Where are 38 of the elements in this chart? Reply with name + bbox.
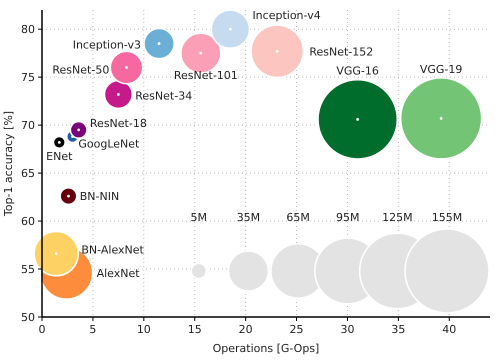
x-tick-label: 35 xyxy=(391,323,406,336)
series-label: GoogLeNet xyxy=(78,138,140,151)
x-axis-title: Operations [G-Ops] xyxy=(212,342,320,355)
series-label: VGG-16 xyxy=(336,64,379,78)
legend-label: 5M xyxy=(190,210,208,224)
y-tick-label: 75 xyxy=(21,71,35,84)
series-label: ResNet-50 xyxy=(52,64,110,77)
y-tick-label: 80 xyxy=(21,23,35,36)
legend-label: 155M xyxy=(432,210,462,224)
legend-label: 65M xyxy=(286,210,310,224)
series-label: VGG-19 xyxy=(420,62,462,76)
x-tick-label: 0 xyxy=(38,323,46,336)
series-label: ResNet-18 xyxy=(90,116,147,130)
y-tick-label: 60 xyxy=(21,215,35,228)
y-tick-label: 65 xyxy=(21,167,35,180)
y-axis-title: Top-1 accuracy [%] xyxy=(2,110,15,218)
series-label: AlexNet xyxy=(96,266,140,280)
x-tick-label: 20 xyxy=(238,323,253,336)
x-tick-label: 5 xyxy=(89,323,96,336)
legend-label: 35M xyxy=(236,210,260,224)
y-tick-label: 50 xyxy=(21,311,35,324)
series-label: ResNet-152 xyxy=(309,45,374,58)
x-tick-label: 30 xyxy=(340,323,354,336)
series-label: ENet xyxy=(46,150,74,164)
series-label: ResNet-34 xyxy=(135,89,192,102)
x-tick-label: 25 xyxy=(290,323,304,336)
series-label: BN-NIN xyxy=(80,190,120,204)
legend-label: 125M xyxy=(382,210,413,224)
x-tick-label: 10 xyxy=(136,323,151,336)
series-label: Inception-v3 xyxy=(72,38,142,52)
series-label: BN-AlexNet xyxy=(81,244,145,257)
series-label: Inception-v4 xyxy=(252,9,321,22)
series-label: ResNet-101 xyxy=(174,69,238,82)
x-tick-label: 40 xyxy=(442,323,456,336)
legend-label: 95M xyxy=(336,210,360,224)
y-tick-label: 70 xyxy=(21,119,35,132)
y-tick-label: 55 xyxy=(21,263,35,276)
x-tick-label: 15 xyxy=(188,323,202,336)
